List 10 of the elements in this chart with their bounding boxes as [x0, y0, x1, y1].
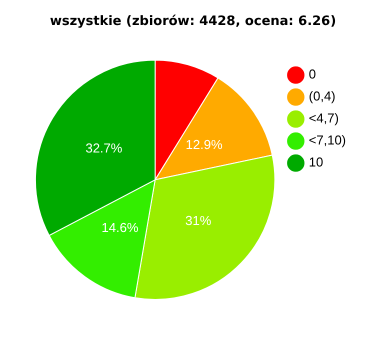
legend-label: (0,4)	[308, 88, 336, 104]
data-label: 12.9%	[186, 136, 223, 152]
data-label: 31%	[185, 212, 212, 228]
chart-title: wszystkie (zbiorów: 4428, ocena: 6.26)	[50, 14, 336, 30]
legend-label: 10	[308, 154, 324, 170]
data-label: 32.7%	[85, 140, 123, 156]
legend-label: <7,10)	[308, 132, 346, 148]
data-label: 14.6%	[102, 220, 139, 235]
legend-label: 0	[308, 66, 316, 82]
legend-label: <4,7)	[308, 110, 339, 126]
